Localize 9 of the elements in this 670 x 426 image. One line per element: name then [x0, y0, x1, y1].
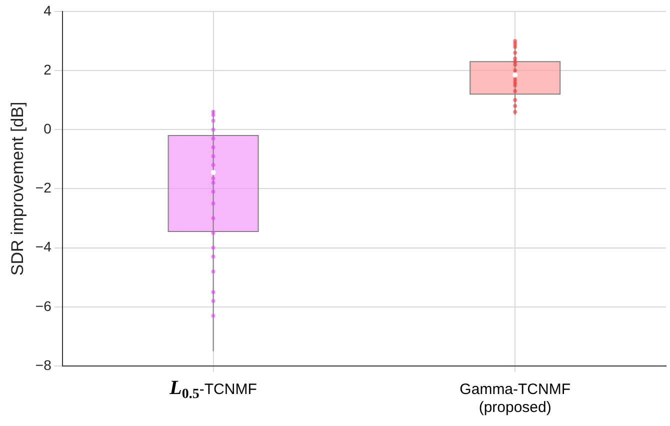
- x-tick-label: Gamma-TCNMF (proposed): [460, 381, 571, 416]
- y-tick-label: 2: [44, 61, 52, 78]
- y-axis-title: SDR improvement [dB]: [8, 102, 27, 276]
- y-tick-label: −4: [35, 238, 52, 255]
- y-tick-label: −2: [35, 180, 52, 196]
- y-tick-label: 0: [44, 120, 52, 136]
- y-tick-label: −8: [35, 356, 52, 373]
- y-tick-label: 4: [44, 2, 52, 18]
- y-tick-label: −6: [35, 298, 52, 314]
